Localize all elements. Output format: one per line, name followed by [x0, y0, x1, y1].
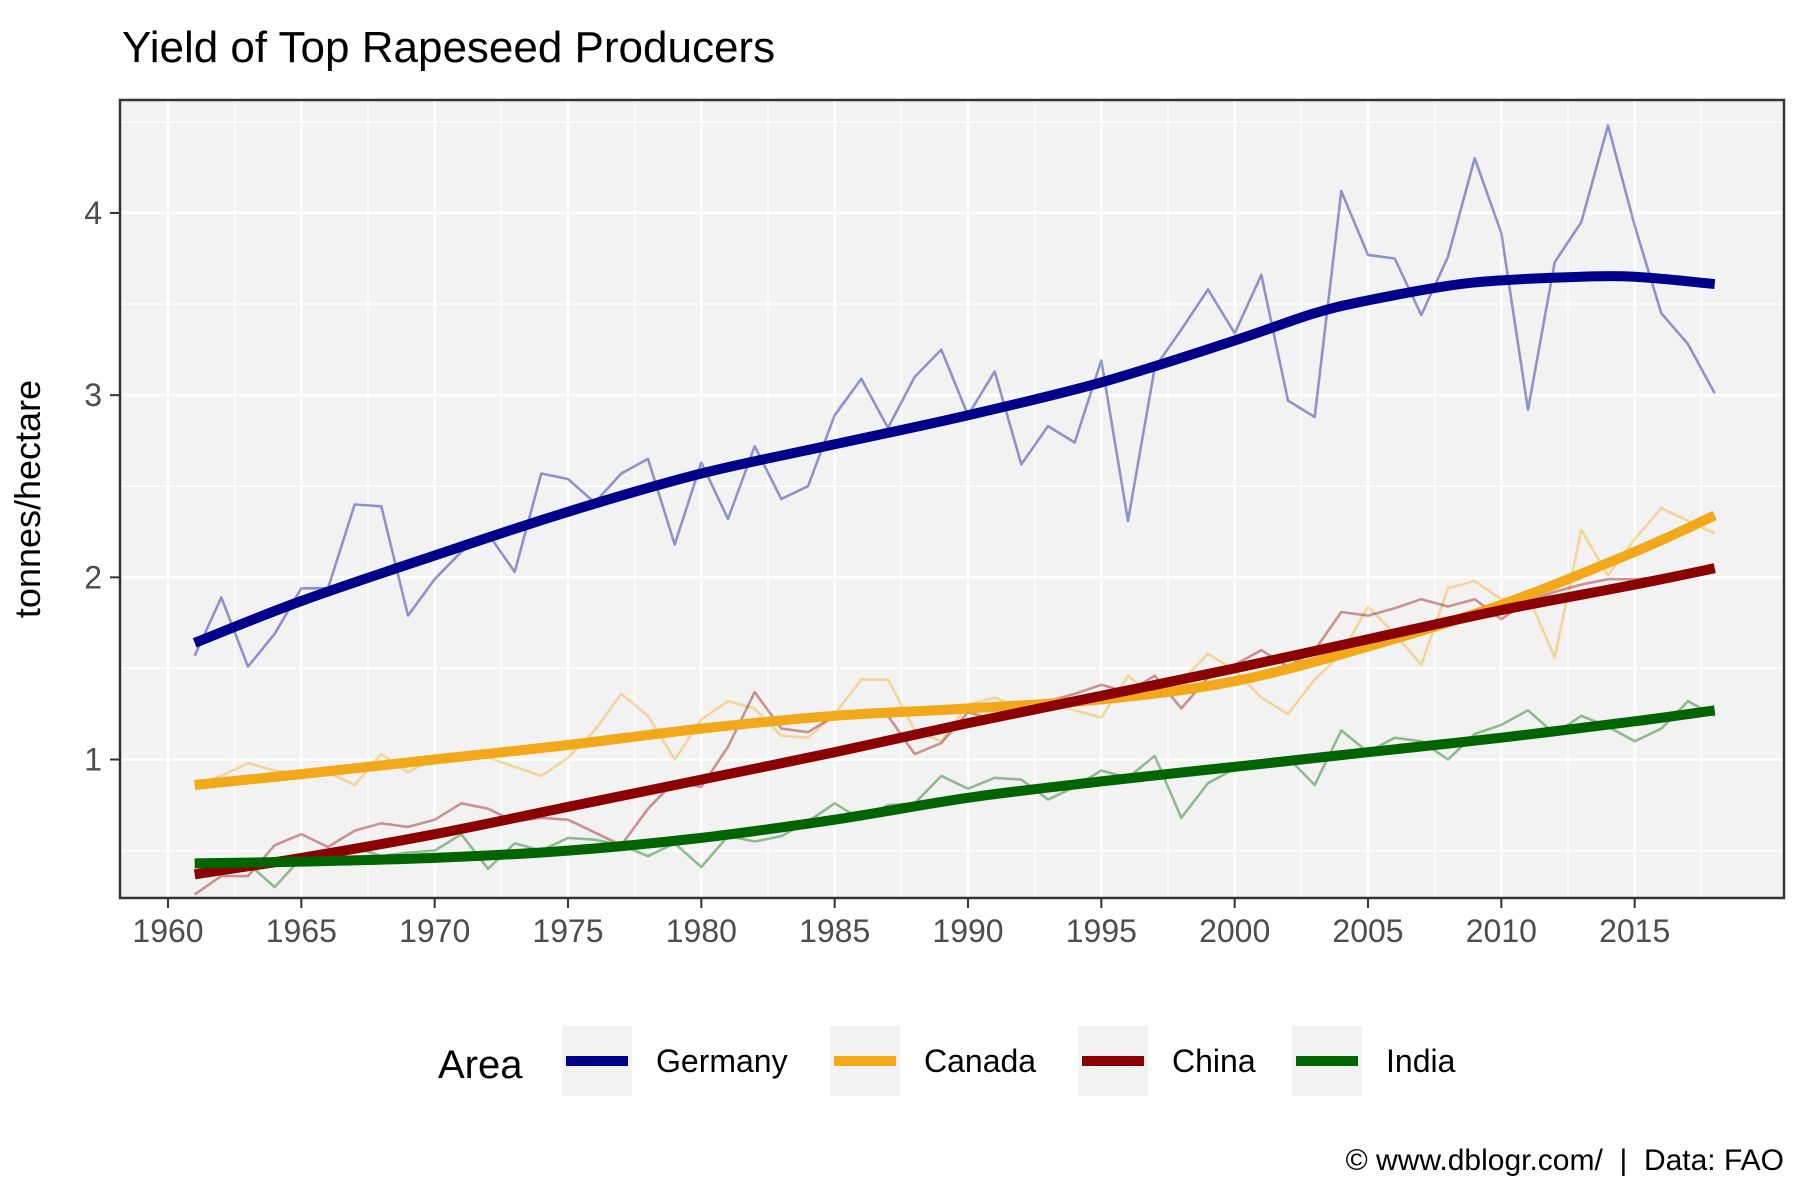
- x-tick-label: 2000: [1199, 913, 1270, 949]
- trend-line-india: [194, 705, 1716, 869]
- legend-label-germany: Germany: [656, 1043, 788, 1079]
- plot-border: [118, 98, 1786, 900]
- y-tick-label: 1: [84, 742, 102, 778]
- legend-label-india: India: [1386, 1043, 1456, 1079]
- legend: Area Germany Canada China India: [438, 1026, 1456, 1096]
- x-tick-label: 1990: [932, 913, 1003, 949]
- trend-line-china: [193, 563, 1716, 880]
- legend-title: Area: [438, 1043, 523, 1087]
- x-axis: 1960 1965 1970 1975 1980 1985 1990 1995 2000 2005…: [132, 898, 1670, 949]
- x-tick-label: 1980: [666, 913, 737, 949]
- chart-title: Yield of Top Rapeseed Producers: [122, 23, 775, 72]
- x-tick-label: 1960: [132, 913, 203, 949]
- x-tick-label: 2005: [1332, 913, 1403, 949]
- data-source-caption: © www.dblogr.com/ | Data: FAO: [1346, 1144, 1784, 1177]
- x-tick-label: 2010: [1466, 913, 1537, 949]
- y-axis-label: tonnes/hectare: [7, 380, 48, 618]
- plot-panel: [120, 100, 1784, 898]
- x-tick-label: 1965: [266, 913, 337, 949]
- gridlines: [120, 100, 1784, 898]
- x-tick-label: 1975: [532, 913, 603, 949]
- y-tick-label: 3: [84, 377, 102, 413]
- smoothed-trend-lines: [192, 271, 1717, 880]
- x-tick-label: 1985: [799, 913, 870, 949]
- y-tick-label: 2: [84, 559, 102, 595]
- legend-label-china: China: [1172, 1043, 1256, 1079]
- raw-line-germany: [193, 124, 1716, 668]
- y-tick-label: 4: [84, 195, 102, 231]
- x-tick-label: 1995: [1066, 913, 1137, 949]
- legend-label-canada: Canada: [924, 1043, 1036, 1079]
- trend-line-germany: [192, 271, 1716, 648]
- y-axis: 1 2 3 4: [84, 195, 120, 778]
- x-tick-label: 1970: [399, 913, 470, 949]
- x-tick-label: 2015: [1599, 913, 1670, 949]
